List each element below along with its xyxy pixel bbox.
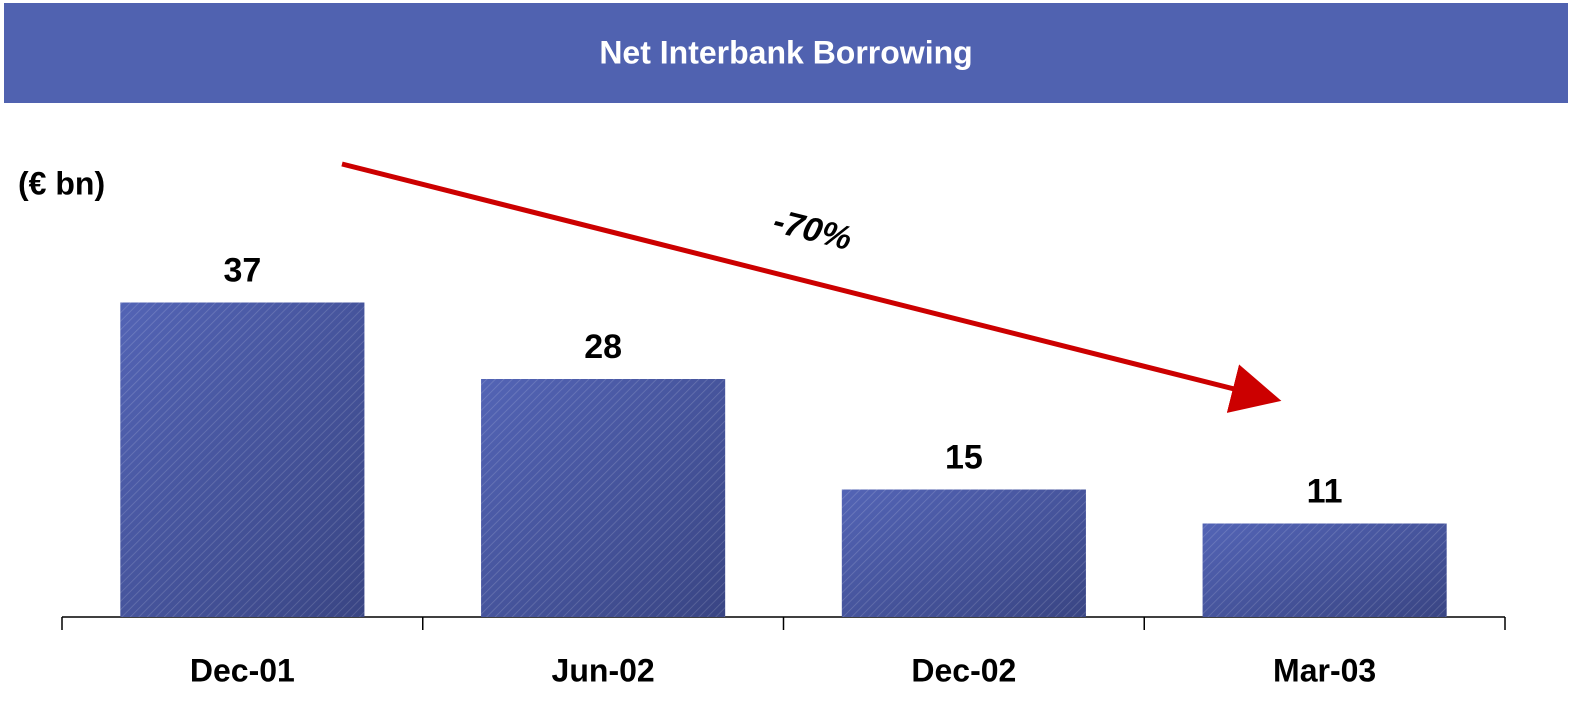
x-tick-label: Dec-02 [911, 652, 1016, 688]
bar-hatch [481, 379, 726, 617]
unit-label: (€ bn) [18, 165, 105, 201]
x-tick-label: Mar-03 [1273, 652, 1376, 688]
bar-hatch [1202, 523, 1447, 617]
annotation: -70% [769, 202, 855, 258]
header-band [4, 3, 1568, 103]
x-tick-label: Jun-02 [552, 652, 655, 688]
chart-title: Net Interbank Borrowing [599, 34, 972, 70]
value-label: 11 [1307, 472, 1343, 510]
bar-hatch [120, 302, 365, 617]
value-label: 28 [584, 328, 622, 366]
trend-arrow [341, 161, 1282, 413]
value-label: 15 [945, 438, 983, 476]
bar-hatch [841, 489, 1086, 617]
x-tick-label: Dec-01 [190, 652, 295, 688]
value-label: 37 [223, 251, 261, 289]
